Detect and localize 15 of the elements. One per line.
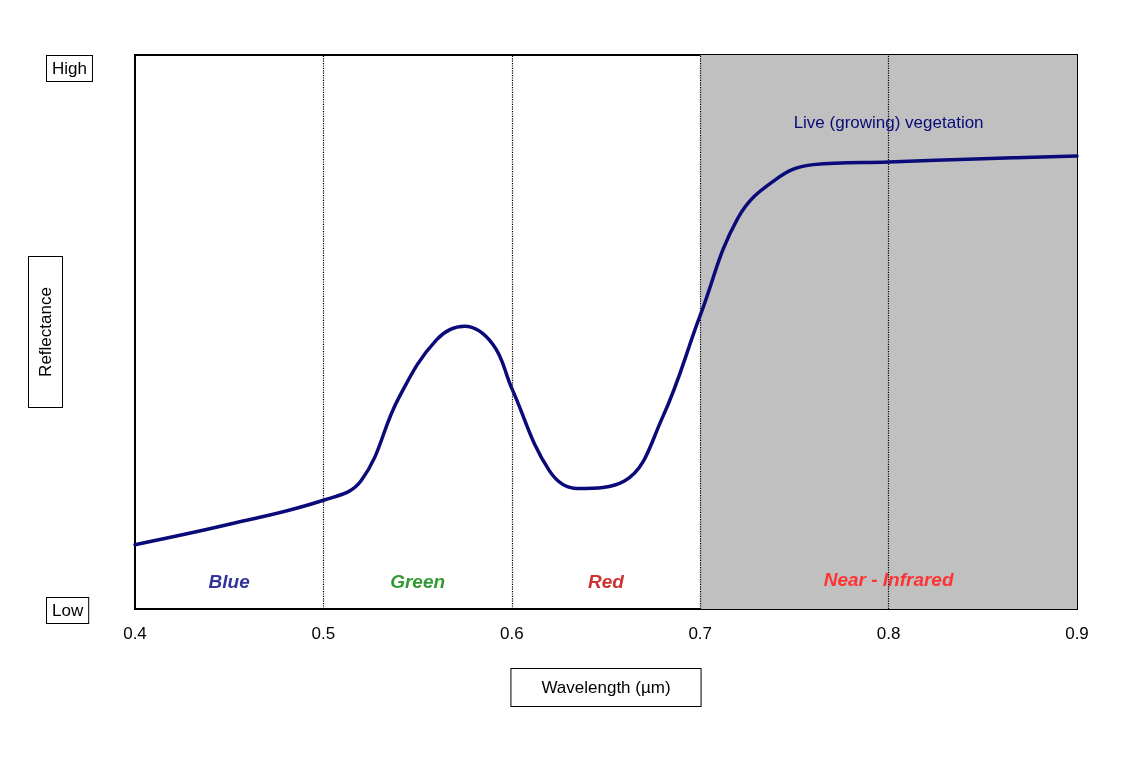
- band-label: Near - Infrared: [823, 569, 954, 590]
- x-axis-title: Wavelength (µm): [541, 678, 671, 697]
- x-tick-label: 0.8: [876, 624, 901, 643]
- x-tick-label: 0.9: [1065, 624, 1089, 643]
- x-tick-label: 0.5: [311, 624, 336, 643]
- x-tick-label: 0.7: [688, 624, 713, 643]
- y-axis-title: Reflectance: [36, 287, 55, 377]
- text: High: [52, 59, 87, 78]
- annotation: Red: [588, 570, 625, 592]
- annotation: Green: [390, 570, 446, 592]
- x-tick-label: 0.4: [123, 624, 147, 643]
- annotation: Blue: [208, 570, 251, 592]
- series-label: Live (growing) vegetation: [793, 113, 984, 133]
- text: Low: [52, 601, 84, 620]
- x-tick-label: 0.6: [499, 624, 524, 643]
